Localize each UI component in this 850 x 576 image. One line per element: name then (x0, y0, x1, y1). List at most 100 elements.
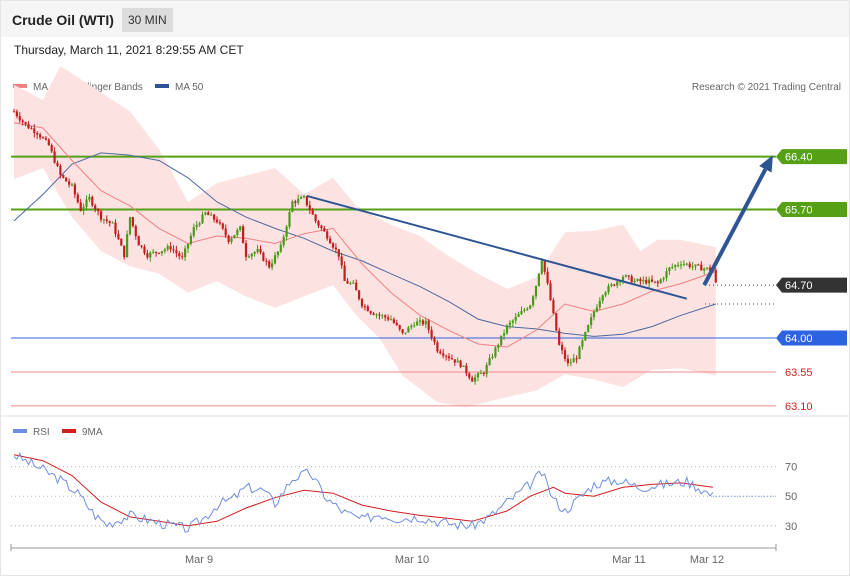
candle-body (247, 256, 250, 258)
candle-body (340, 256, 343, 266)
candle-body (384, 315, 387, 318)
candle-body (30, 128, 33, 130)
candle-body (488, 358, 491, 365)
candle-body (79, 202, 82, 211)
candle-body (273, 255, 277, 264)
copyright-label: Research © 2021 Trading Central (692, 82, 841, 93)
candle-body (88, 196, 91, 200)
level-label-64.70: 64.70 (785, 280, 813, 292)
x-tick-mar11: Mar 11 (612, 554, 645, 566)
ma50-legend-label: MA 50 (175, 82, 204, 93)
candle-body (665, 271, 668, 278)
candle-body (163, 249, 166, 252)
candle-body (102, 219, 105, 221)
ma50-legend-swatch (155, 84, 169, 88)
rsi-tick-50: 50 (785, 491, 797, 503)
candle-body (221, 223, 224, 229)
candle-body (674, 265, 677, 267)
candle-body (210, 214, 213, 216)
candle-body (97, 209, 100, 212)
candle-body (114, 222, 117, 235)
candle-body (372, 313, 375, 315)
candle-body (445, 355, 448, 357)
candle-body (642, 279, 645, 282)
candle-body (659, 279, 662, 284)
ma20-legend-swatch (13, 84, 27, 88)
candle-body (169, 246, 172, 250)
candle-body (500, 335, 503, 345)
candle-body (56, 162, 59, 166)
candle-body (143, 246, 146, 254)
candle-body (552, 300, 555, 314)
candle-body (134, 225, 137, 237)
candle-body (308, 205, 311, 211)
candle-body (366, 306, 369, 312)
candle-body (398, 325, 401, 330)
rsi-legend-label: RSI (33, 427, 50, 438)
candle-body (439, 351, 442, 354)
x-tick-mar10: Mar 10 (395, 554, 429, 566)
candle-body (160, 251, 163, 254)
level-tag-65.70 (776, 202, 847, 218)
candle-body (68, 181, 71, 185)
candle-body (126, 234, 129, 258)
candle-body (334, 247, 337, 250)
candle-body (639, 279, 642, 282)
candle-body (149, 252, 152, 258)
candle-body (561, 344, 564, 351)
candle-body (621, 276, 625, 282)
candle-body (181, 256, 184, 258)
bollinger-band (14, 66, 716, 408)
candle-body (485, 364, 488, 374)
timeframe-badge[interactable]: 30 MIN (122, 8, 173, 32)
candle-body (314, 214, 317, 222)
instrument-title: Crude Oil (WTI) (12, 12, 114, 28)
level-label-65.70: 65.70 (785, 205, 813, 217)
candle-body (360, 299, 364, 307)
candle-body (166, 246, 169, 250)
forecast-arrow-shaft (702, 168, 768, 287)
candle-body (175, 250, 178, 254)
candle-body (256, 249, 259, 253)
candle-body (349, 283, 352, 285)
x-tick-mar9: Mar 9 (185, 554, 213, 566)
candle-body (392, 319, 395, 323)
candle-body (85, 199, 88, 207)
timestamp: Thursday, March 11, 2021 8:29:55 AM CET (14, 43, 244, 57)
candle-body (468, 373, 471, 378)
candle-body (503, 333, 506, 336)
candle-body (265, 260, 268, 262)
candle-body (331, 243, 335, 248)
candle-body (465, 365, 468, 374)
ma50-line (13, 152, 716, 337)
candle-body (421, 320, 424, 325)
candle-body (285, 226, 288, 237)
candle-body (613, 284, 616, 286)
candle-body (700, 264, 703, 271)
candle-body (436, 342, 439, 352)
candle-body (259, 249, 262, 253)
candle-body (282, 236, 285, 245)
candle-body (230, 238, 233, 242)
candle-body (534, 285, 538, 297)
candle-body (94, 205, 97, 210)
candle-body (410, 325, 413, 328)
candle-body (117, 234, 120, 239)
candle-body (517, 314, 520, 317)
candle-body (679, 264, 683, 266)
candle-body (558, 330, 561, 345)
candle-body (662, 277, 665, 280)
candle-body (105, 219, 108, 222)
candle-body (555, 313, 558, 331)
trendline (306, 194, 688, 300)
candle-body (82, 206, 85, 211)
candle-body (18, 116, 21, 121)
level-tag-64.00 (776, 330, 847, 346)
candle-body (128, 217, 132, 235)
candle-body (572, 358, 575, 363)
candle-body (677, 265, 680, 267)
candle-body (424, 320, 427, 325)
candle-body (627, 275, 630, 277)
candle-body (59, 165, 62, 176)
candle-body (543, 260, 546, 272)
